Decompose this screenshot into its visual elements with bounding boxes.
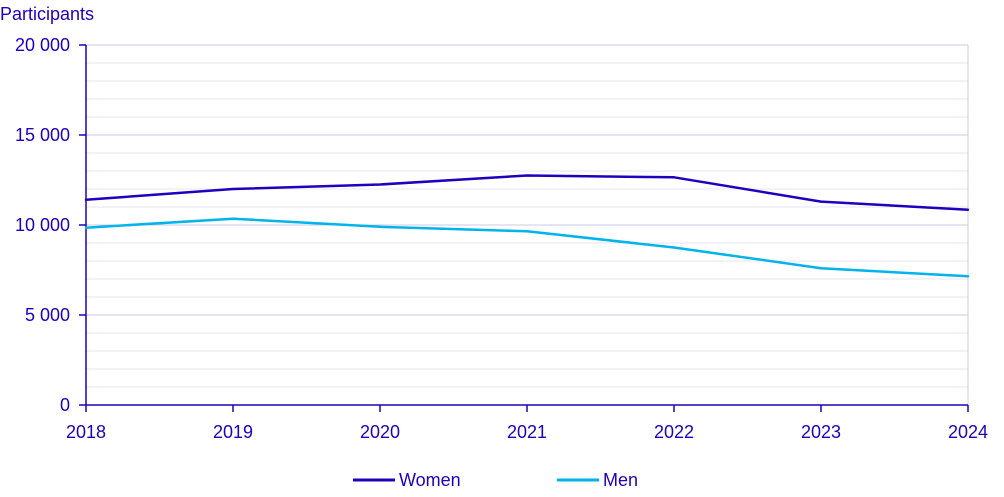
y-tick-label: 20 000 — [15, 35, 70, 55]
y-tick-label: 10 000 — [15, 215, 70, 235]
x-tick-label: 2023 — [801, 422, 841, 442]
x-tick-label: 2018 — [66, 422, 106, 442]
y-tick-label: 5 000 — [25, 305, 70, 325]
grid — [86, 44, 969, 405]
x-tick-label: 2019 — [213, 422, 253, 442]
x-tick-label: 2020 — [360, 422, 400, 442]
series-lines — [84, 174, 970, 278]
series-line-men — [84, 217, 970, 278]
series-line-women — [84, 174, 970, 211]
legend-label-women: Women — [399, 470, 461, 490]
x-tick-label: 2022 — [654, 422, 694, 442]
y-tick-label: 15 000 — [15, 125, 70, 145]
y-tick-label: 0 — [60, 395, 70, 415]
x-tick-label: 2021 — [507, 422, 547, 442]
legend-label-men: Men — [603, 470, 638, 490]
y-axis-label: Participants — [0, 4, 94, 24]
x-tick-label: 2024 — [948, 422, 988, 442]
legend: Women Men — [353, 470, 638, 490]
axes: 0 5 000 10 000 15 000 20 000 2018 2019 2020 2021… — [15, 35, 988, 442]
